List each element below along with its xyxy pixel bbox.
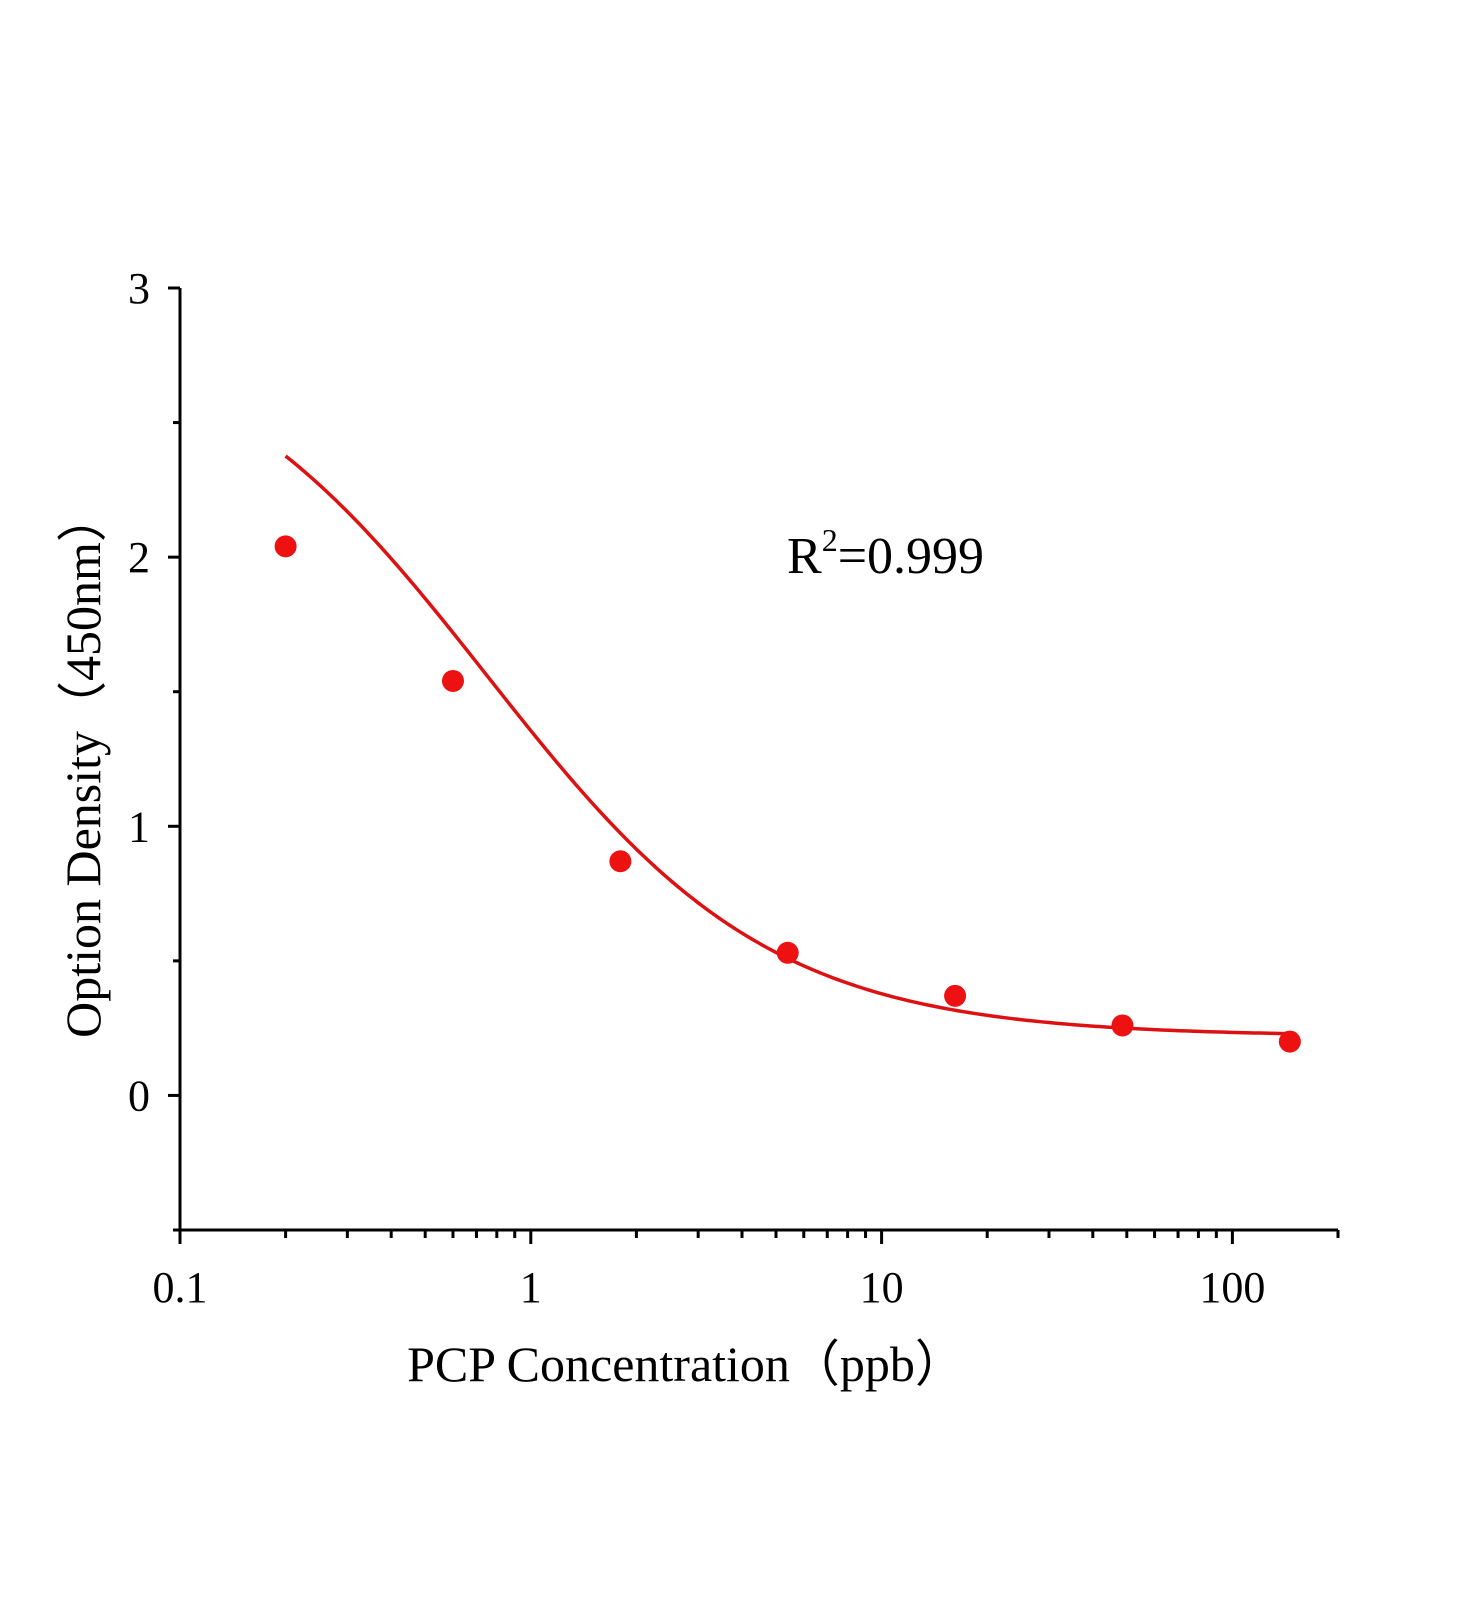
y-axis-title: Option Density（450nm） <box>55 492 111 1038</box>
axes <box>178 288 1338 1232</box>
data-point <box>1111 1014 1134 1037</box>
r-squared-base: R <box>787 528 822 585</box>
data-point <box>944 984 967 1007</box>
x-axis-title: PCP Concentration（ppb） <box>407 1336 965 1392</box>
x-tick-label: 1 <box>520 1263 542 1312</box>
x-tick-label: 10 <box>860 1263 904 1312</box>
tick-labels: 0 1 2 3 0.1 1 10 100 <box>128 264 1265 1312</box>
data-point <box>609 850 632 873</box>
x-tick-label: 0.1 <box>153 1263 208 1312</box>
r-squared-superscript: 2 <box>822 522 838 558</box>
series-layer <box>274 454 1301 1053</box>
data-point <box>441 669 464 692</box>
y-tick-label: 3 <box>128 264 150 313</box>
r-squared-annotation: R2=0.999 <box>787 522 984 585</box>
x-tick-label: 100 <box>1199 1263 1265 1312</box>
data-point <box>1278 1030 1301 1053</box>
y-tick-label: 0 <box>128 1071 150 1120</box>
r-squared-value: =0.999 <box>838 528 984 585</box>
data-point <box>776 941 799 964</box>
y-tick-label: 1 <box>128 802 150 851</box>
y-tick-label: 2 <box>128 533 150 582</box>
tick-marks <box>168 286 1340 1244</box>
data-point <box>274 535 297 558</box>
